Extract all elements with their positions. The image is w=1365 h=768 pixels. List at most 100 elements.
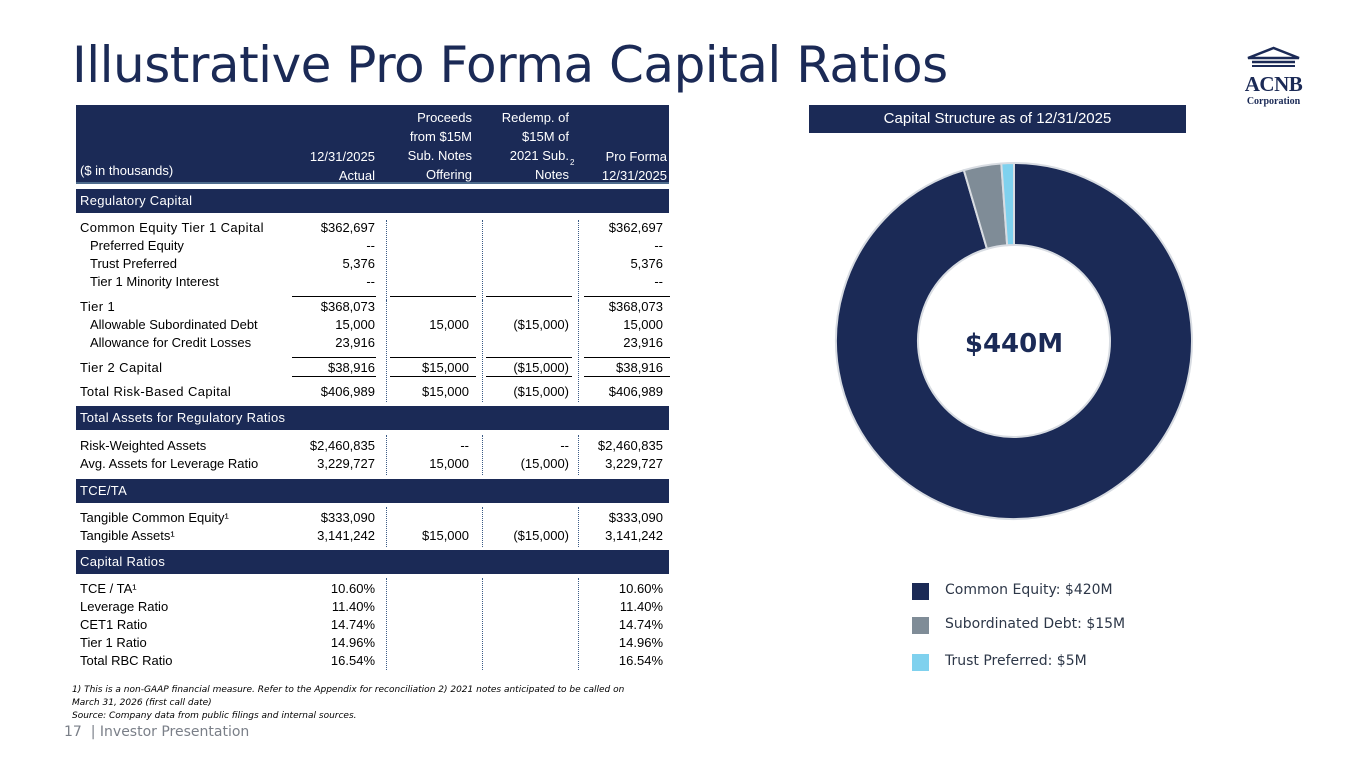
row-value-redemption: (15,000) bbox=[520, 456, 569, 471]
row-label: Common Equity Tier 1 Capital bbox=[80, 220, 264, 235]
donut-slice-common-equity bbox=[835, 161, 1193, 520]
row-value-actual: 23,916 bbox=[335, 335, 375, 350]
row-value-proforma: $333,090 bbox=[608, 510, 663, 525]
row-value-proceeds: $15,000 bbox=[422, 528, 469, 543]
row-value-redemption: -- bbox=[560, 438, 569, 453]
acnb-logo: ACNB Corporation bbox=[1236, 46, 1311, 112]
column-separator bbox=[578, 300, 579, 402]
column-separator bbox=[482, 220, 483, 300]
row-value-proforma: $2,460,835 bbox=[597, 438, 663, 453]
row-value-proforma: 16.54% bbox=[618, 653, 663, 668]
subtotal-rule bbox=[584, 357, 670, 358]
page-number: 17 bbox=[64, 724, 82, 740]
row-value-proforma: $38,916 bbox=[616, 360, 663, 375]
col4-header-line2: 12/31/2025 bbox=[601, 168, 667, 183]
row-value-actual: $38,916 bbox=[328, 360, 375, 375]
row-value-proforma: 11.40% bbox=[619, 599, 663, 614]
row-value-actual: 11.40% bbox=[331, 599, 375, 614]
logo-subtitle: Corporation bbox=[1246, 96, 1301, 107]
column-separator bbox=[482, 507, 483, 547]
row-value-proceeds: $15,000 bbox=[422, 360, 469, 375]
legend-label: Common Equity: $420M bbox=[945, 582, 1113, 598]
row-value-redemption: ($15,000) bbox=[513, 360, 569, 375]
footnote-line-2: March 31, 2026 (first call date) bbox=[72, 698, 212, 708]
row-label: Risk-Weighted Assets bbox=[80, 438, 207, 453]
row-value-proceeds: 15,000 bbox=[429, 317, 469, 332]
row-value-actual: 14.74% bbox=[330, 617, 375, 632]
col3-header-line4: Notes bbox=[535, 167, 569, 182]
legend-swatch bbox=[912, 654, 929, 671]
col3-footnote-ref: 2 bbox=[570, 158, 575, 167]
table-header bbox=[76, 105, 669, 183]
row-label: TCE / TA¹ bbox=[80, 581, 137, 596]
row-value-actual: 16.54% bbox=[330, 653, 375, 668]
row-value-actual: 10.60% bbox=[330, 581, 375, 596]
column-separator bbox=[578, 435, 579, 475]
row-value-redemption: ($15,000) bbox=[513, 528, 569, 543]
col4-header-line1: Pro Forma bbox=[605, 149, 667, 164]
row-label: Allowance for Credit Losses bbox=[90, 335, 252, 350]
legend-label: Subordinated Debt: $15M bbox=[945, 616, 1126, 632]
row-value-proforma: 3,141,242 bbox=[605, 528, 663, 543]
row-value-proforma: 23,916 bbox=[623, 335, 663, 350]
donut-slice-trust-preferred bbox=[1000, 161, 1015, 247]
col1-header-line2: Actual bbox=[338, 168, 375, 183]
row-value-proforma: $368,073 bbox=[608, 299, 663, 314]
row-label: Total Risk-Based Capital bbox=[80, 384, 232, 399]
subtotal-rule bbox=[584, 296, 670, 297]
column-separator bbox=[386, 507, 387, 547]
column-separator bbox=[386, 578, 387, 670]
row-value-proforma: 5,376 bbox=[630, 256, 663, 271]
row-label: Allowable Subordinated Debt bbox=[90, 317, 258, 332]
row-value-proforma: 3,229,727 bbox=[605, 456, 663, 471]
row-value-proforma: $406,989 bbox=[608, 384, 663, 399]
section-total-assets: Total Assets for Regulatory Ratios bbox=[76, 406, 669, 430]
row-label: Total RBC Ratio bbox=[80, 653, 173, 668]
row-value-proforma: $362,697 bbox=[608, 220, 663, 235]
subtotal-rule bbox=[486, 296, 572, 297]
row-value-actual: 3,229,727 bbox=[317, 456, 375, 471]
subtotal-rule bbox=[292, 357, 376, 358]
row-value-proforma: 14.74% bbox=[618, 617, 663, 632]
row-label: Tier 1 Ratio bbox=[80, 635, 147, 650]
subtotal-rule bbox=[486, 376, 572, 377]
column-separator bbox=[482, 300, 483, 402]
row-value-actual: 3,141,242 bbox=[317, 528, 375, 543]
row-value-actual: 15,000 bbox=[335, 317, 375, 332]
row-value-proforma: -- bbox=[654, 274, 663, 289]
row-value-actual: 14.96% bbox=[330, 635, 375, 650]
header-divider bbox=[76, 182, 669, 184]
subtotal-rule bbox=[292, 296, 376, 297]
footnote-source: Source: Company data from public filings… bbox=[72, 711, 357, 721]
row-value-redemption: ($15,000) bbox=[513, 384, 569, 399]
page-title: Illustrative Pro Forma Capital Ratios bbox=[72, 36, 948, 94]
column-separator bbox=[578, 578, 579, 670]
col2-header-line1: Proceeds bbox=[417, 110, 472, 125]
column-separator bbox=[386, 435, 387, 475]
section-regulatory-capital: Regulatory Capital bbox=[76, 189, 669, 213]
row-value-actual: $406,989 bbox=[320, 384, 375, 399]
row-value-proceeds: $15,000 bbox=[422, 384, 469, 399]
chart-title: Capital Structure as of 12/31/2025 bbox=[809, 105, 1186, 133]
col3-header-line1: Redemp. of bbox=[501, 110, 569, 125]
row-value-proforma: 15,000 bbox=[623, 317, 663, 332]
col2-header-line3: Sub. Notes bbox=[407, 148, 472, 163]
row-label: Tier 1 Minority Interest bbox=[90, 274, 219, 289]
row-value-actual: -- bbox=[366, 238, 375, 253]
row-label: Preferred Equity bbox=[90, 238, 184, 253]
donut-center-label: $440M bbox=[965, 329, 1063, 359]
subtotal-rule bbox=[292, 376, 376, 377]
page-footer-label: | Investor Presentation bbox=[90, 724, 250, 740]
column-separator bbox=[578, 220, 579, 300]
column-separator bbox=[482, 578, 483, 670]
building-roof-icon bbox=[1247, 46, 1300, 67]
unit-label: ($ in thousands) bbox=[80, 163, 174, 178]
row-label: Tier 1 bbox=[80, 299, 116, 314]
row-value-actual: $333,090 bbox=[320, 510, 375, 525]
row-value-proforma: -- bbox=[654, 238, 663, 253]
page-footer: 17 | Investor Presentation bbox=[64, 724, 249, 740]
subtotal-rule bbox=[390, 296, 476, 297]
donut-chart: $440M bbox=[835, 161, 1193, 520]
column-separator bbox=[482, 435, 483, 475]
row-value-actual: -- bbox=[366, 274, 375, 289]
